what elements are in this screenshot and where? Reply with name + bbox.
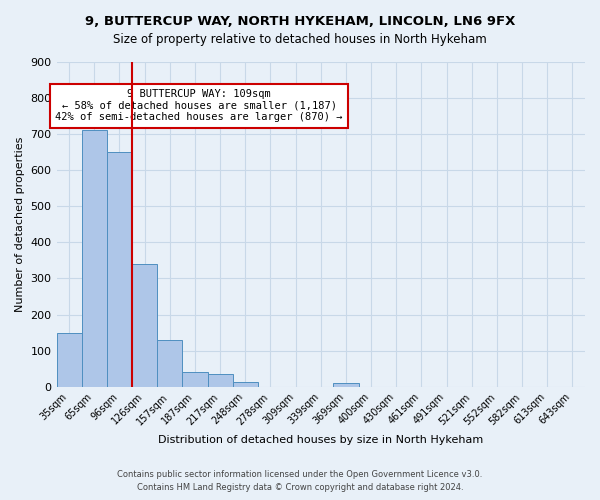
Bar [56,332,82,387]
Bar [132,264,157,387]
Bar [208,374,233,387]
Text: Contains public sector information licensed under the Open Government Licence v3: Contains public sector information licen… [118,470,482,479]
Text: Contains HM Land Registry data © Crown copyright and database right 2024.: Contains HM Land Registry data © Crown c… [137,484,463,492]
Bar [334,383,359,387]
Bar [182,372,208,387]
Bar [157,340,182,387]
Bar [233,382,258,387]
Bar [107,152,132,387]
Bar [82,130,107,387]
X-axis label: Distribution of detached houses by size in North Hykeham: Distribution of detached houses by size … [158,435,484,445]
Text: Size of property relative to detached houses in North Hykeham: Size of property relative to detached ho… [113,32,487,46]
Text: 9, BUTTERCUP WAY, NORTH HYKEHAM, LINCOLN, LN6 9FX: 9, BUTTERCUP WAY, NORTH HYKEHAM, LINCOLN… [85,15,515,28]
Y-axis label: Number of detached properties: Number of detached properties [15,136,25,312]
Text: 9 BUTTERCUP WAY: 109sqm
← 58% of detached houses are smaller (1,187)
42% of semi: 9 BUTTERCUP WAY: 109sqm ← 58% of detache… [55,89,343,122]
